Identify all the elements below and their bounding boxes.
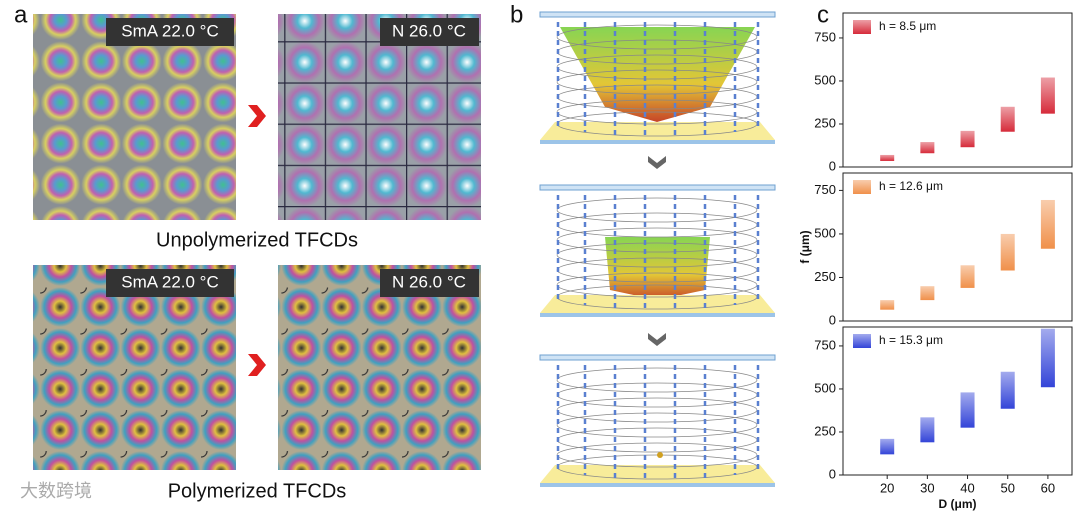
micrograph	[33, 14, 236, 220]
range-bar	[880, 300, 895, 310]
label-box	[380, 269, 479, 297]
schematic	[538, 183, 777, 319]
arrow	[248, 354, 266, 376]
schematic	[538, 353, 777, 489]
range-bar	[1000, 106, 1015, 132]
range-bar	[1000, 371, 1015, 409]
range-bar	[960, 130, 975, 148]
panel-label: a	[14, 1, 28, 28]
plot-frame	[842, 12, 1073, 168]
y-tick-label: 250	[814, 423, 836, 438]
range-bar	[1040, 328, 1055, 388]
range-bar	[1040, 77, 1055, 114]
legend-swatch	[853, 20, 871, 34]
x-axis-label: D (μm)	[938, 497, 976, 511]
legend-label: h = 15.3 μm	[879, 333, 943, 347]
panel-label: c	[817, 1, 829, 28]
range-bar	[920, 417, 935, 443]
range-bar	[960, 392, 975, 428]
micrograph	[278, 265, 481, 470]
x-tick-label: 20	[880, 480, 894, 495]
y-tick-label: 250	[814, 269, 836, 284]
arrow	[248, 105, 266, 127]
y-tick-label: 500	[814, 225, 836, 240]
y-tick-label: 0	[829, 312, 836, 327]
arrow	[648, 156, 666, 169]
x-tick-label: 30	[920, 480, 934, 495]
image-label: SmA 22.0 °C	[121, 21, 219, 40]
range-bar	[1040, 199, 1055, 249]
micrograph	[278, 14, 481, 220]
image-label: N 26.0 °C	[392, 21, 466, 40]
legend-swatch	[853, 180, 871, 194]
range-bar	[880, 438, 895, 455]
legend-swatch	[853, 334, 871, 348]
y-tick-label: 750	[814, 337, 836, 352]
arrow	[648, 333, 666, 346]
y-tick-label: 750	[814, 182, 836, 197]
x-tick-label: 40	[960, 480, 974, 495]
y-axis-label: f (μm)	[798, 230, 812, 263]
x-tick-label: 60	[1041, 480, 1055, 495]
range-bar	[880, 154, 895, 161]
range-bar	[920, 142, 935, 154]
legend-label: h = 8.5 μm	[879, 19, 936, 33]
legend-label: h = 12.6 μm	[879, 179, 943, 193]
micrograph	[33, 265, 236, 470]
plot-frame	[842, 326, 1073, 476]
range-bar	[920, 286, 935, 301]
caption: Polymerized TFCDs	[168, 480, 347, 502]
range-bar	[960, 265, 975, 288]
watermark: 大数跨境	[20, 481, 92, 501]
y-tick-label: 0	[829, 158, 836, 173]
label-box	[106, 18, 234, 46]
panel-label: b	[510, 1, 523, 28]
range-bar	[1000, 233, 1015, 271]
caption: Unpolymerized TFCDs	[156, 229, 358, 251]
label-box	[106, 269, 234, 297]
x-tick-label: 50	[1000, 480, 1014, 495]
image-label: N 26.0 °C	[392, 272, 466, 291]
y-tick-label: 500	[814, 380, 836, 395]
plot-frame	[842, 172, 1073, 322]
y-tick-label: 250	[814, 115, 836, 130]
y-tick-label: 0	[829, 466, 836, 481]
y-tick-label: 750	[814, 29, 836, 44]
label-box	[380, 18, 479, 46]
schematic	[538, 10, 777, 146]
image-label: SmA 22.0 °C	[121, 272, 219, 291]
y-tick-label: 500	[814, 72, 836, 87]
